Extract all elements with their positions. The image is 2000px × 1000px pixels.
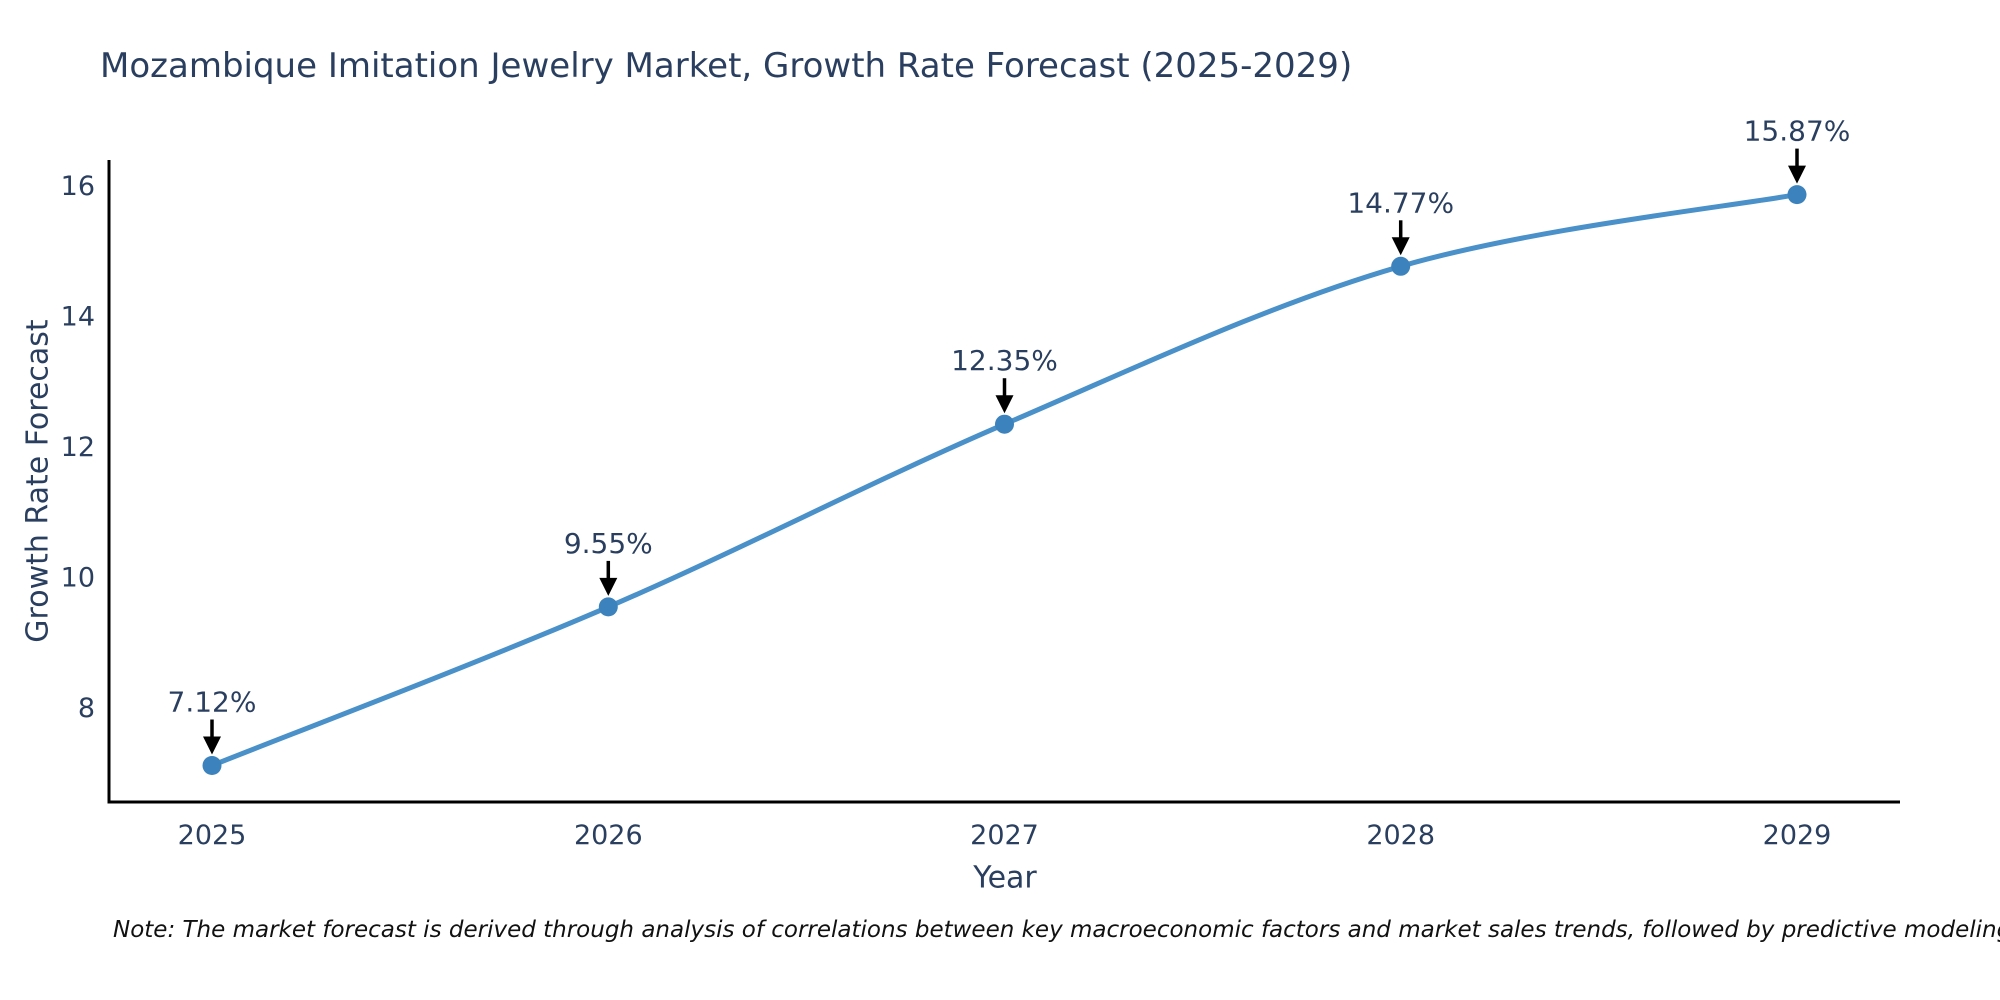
y-tick-label-12: 12: [61, 432, 95, 463]
footnote: Note: The market forecast is derived thr…: [113, 917, 2000, 943]
y-tick-label-8: 8: [78, 693, 95, 724]
data-point-marker-2028: [1391, 256, 1411, 276]
annotation-arrowhead-2027: [995, 395, 1014, 414]
point-label-2028: 14.77%: [1347, 186, 1454, 219]
y-tick-label-10: 10: [61, 563, 95, 594]
chart-title: Mozambique Imitation Jewelry Market, Gro…: [100, 46, 1353, 86]
annotation-arrowhead-2028: [1391, 237, 1410, 256]
x-tick-label-2029: 2029: [1763, 820, 1832, 851]
x-axis-title: Year: [973, 860, 1037, 896]
x-tick-label-2025: 2025: [178, 820, 247, 851]
data-point-marker-2025: [202, 756, 222, 775]
data-point-marker-2029: [1787, 185, 1807, 205]
x-tick-label-2027: 2027: [970, 820, 1039, 851]
point-label-2027: 12.35%: [951, 344, 1058, 377]
point-label-2025: 7.12%: [168, 686, 257, 719]
y-tick-label-16: 16: [61, 171, 95, 202]
data-point-marker-2026: [598, 597, 618, 617]
annotation-arrowhead-2026: [599, 577, 618, 596]
point-label-2029: 15.87%: [1744, 115, 1851, 148]
x-tick-label-2028: 2028: [1366, 820, 1435, 851]
annotation-arrowhead-2025: [203, 736, 221, 755]
data-point-marker-2027: [995, 414, 1014, 434]
point-label-2026: 9.55%: [564, 527, 653, 560]
trend-line: [209, 192, 1800, 768]
x-tick-label-2026: 2026: [574, 820, 643, 851]
annotation-arrowhead-2029: [1788, 165, 1806, 184]
y-tick-label-14: 14: [61, 302, 95, 333]
